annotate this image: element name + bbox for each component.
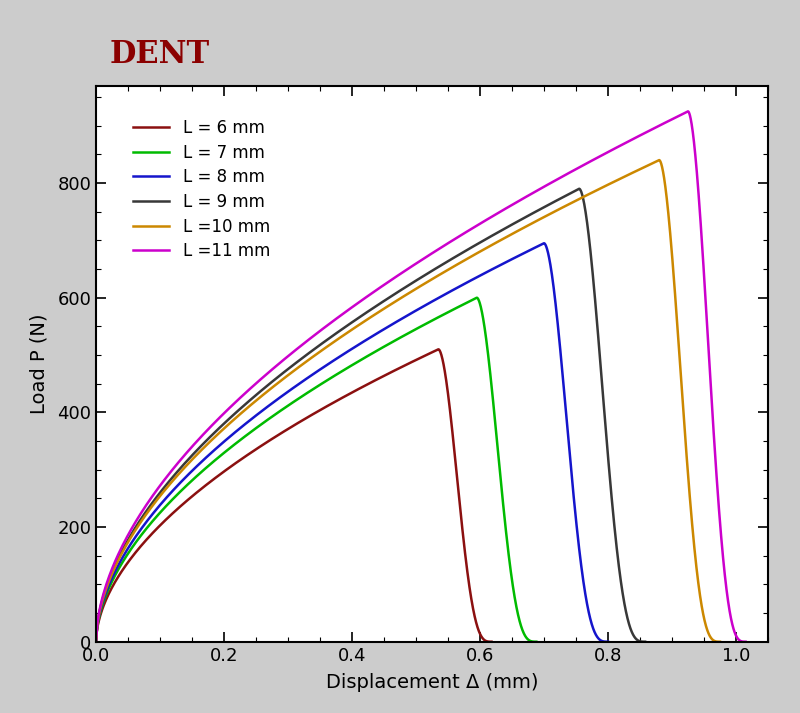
L = 9 mm — [187, 451, 197, 460]
L = 9 mm — [610, 518, 619, 527]
Line: L = 9 mm: L = 9 mm — [96, 189, 645, 642]
L = 9 mm — [91, 637, 101, 646]
L = 6 mm — [91, 637, 101, 646]
Line: L = 6 mm: L = 6 mm — [96, 349, 491, 642]
L =11 mm — [209, 420, 218, 429]
L =10 mm — [654, 156, 664, 165]
L = 8 mm — [180, 474, 190, 483]
L = 9 mm — [390, 289, 400, 298]
L = 6 mm — [134, 544, 144, 553]
L =11 mm — [683, 107, 693, 116]
L = 8 mm — [91, 637, 101, 646]
L =11 mm — [91, 637, 101, 646]
Line: L = 7 mm: L = 7 mm — [96, 298, 536, 642]
L = 7 mm — [450, 304, 460, 313]
L =11 mm — [649, 124, 658, 133]
L =10 mm — [686, 511, 696, 519]
L = 6 mm — [480, 636, 490, 645]
L =10 mm — [202, 440, 212, 448]
L =10 mm — [91, 637, 101, 646]
Line: L = 8 mm: L = 8 mm — [96, 243, 608, 642]
L = 6 mm — [159, 518, 169, 526]
L =11 mm — [166, 468, 175, 477]
Legend: L = 6 mm, L = 7 mm, L = 8 mm, L = 9 mm, L =10 mm, L =11 mm: L = 6 mm, L = 7 mm, L = 8 mm, L = 9 mm, … — [125, 111, 278, 269]
L = 7 mm — [139, 528, 149, 536]
L = 7 mm — [327, 373, 337, 381]
L = 8 mm — [147, 511, 157, 519]
L = 8 mm — [539, 239, 549, 247]
L =10 mm — [162, 483, 171, 492]
L = 7 mm — [166, 496, 176, 505]
L = 8 mm — [595, 636, 605, 645]
X-axis label: Displacement Δ (mm): Displacement Δ (mm) — [326, 673, 538, 692]
L = 6 mm — [303, 413, 313, 421]
L = 9 mm — [574, 185, 584, 193]
L = 9 mm — [640, 637, 650, 646]
L = 9 mm — [632, 635, 642, 644]
L =11 mm — [734, 635, 743, 644]
L = 7 mm — [524, 636, 534, 645]
L =11 mm — [458, 230, 467, 239]
L = 8 mm — [369, 332, 378, 340]
Line: L =10 mm: L =10 mm — [96, 160, 720, 642]
L = 8 mm — [573, 533, 582, 541]
L = 6 mm — [414, 354, 423, 363]
L =11 mm — [714, 498, 723, 506]
L = 8 mm — [514, 252, 523, 260]
L = 7 mm — [472, 294, 482, 302]
L = 9 mm — [546, 199, 556, 207]
L = 7 mm — [503, 547, 513, 555]
L = 6 mm — [434, 345, 443, 354]
Text: DENT: DENT — [110, 39, 210, 71]
L = 6 mm — [462, 560, 471, 569]
L = 9 mm — [152, 493, 162, 501]
L =10 mm — [715, 637, 725, 646]
L =10 mm — [708, 635, 718, 644]
L = 7 mm — [91, 637, 101, 646]
L = 6 mm — [486, 637, 496, 646]
L =10 mm — [440, 267, 450, 276]
L = 8 mm — [603, 637, 613, 646]
L =11 mm — [741, 637, 750, 646]
Y-axis label: Load P (N): Load P (N) — [30, 314, 49, 414]
Line: L =11 mm: L =11 mm — [96, 111, 746, 642]
L =10 mm — [622, 171, 631, 180]
L = 7 mm — [531, 637, 541, 646]
